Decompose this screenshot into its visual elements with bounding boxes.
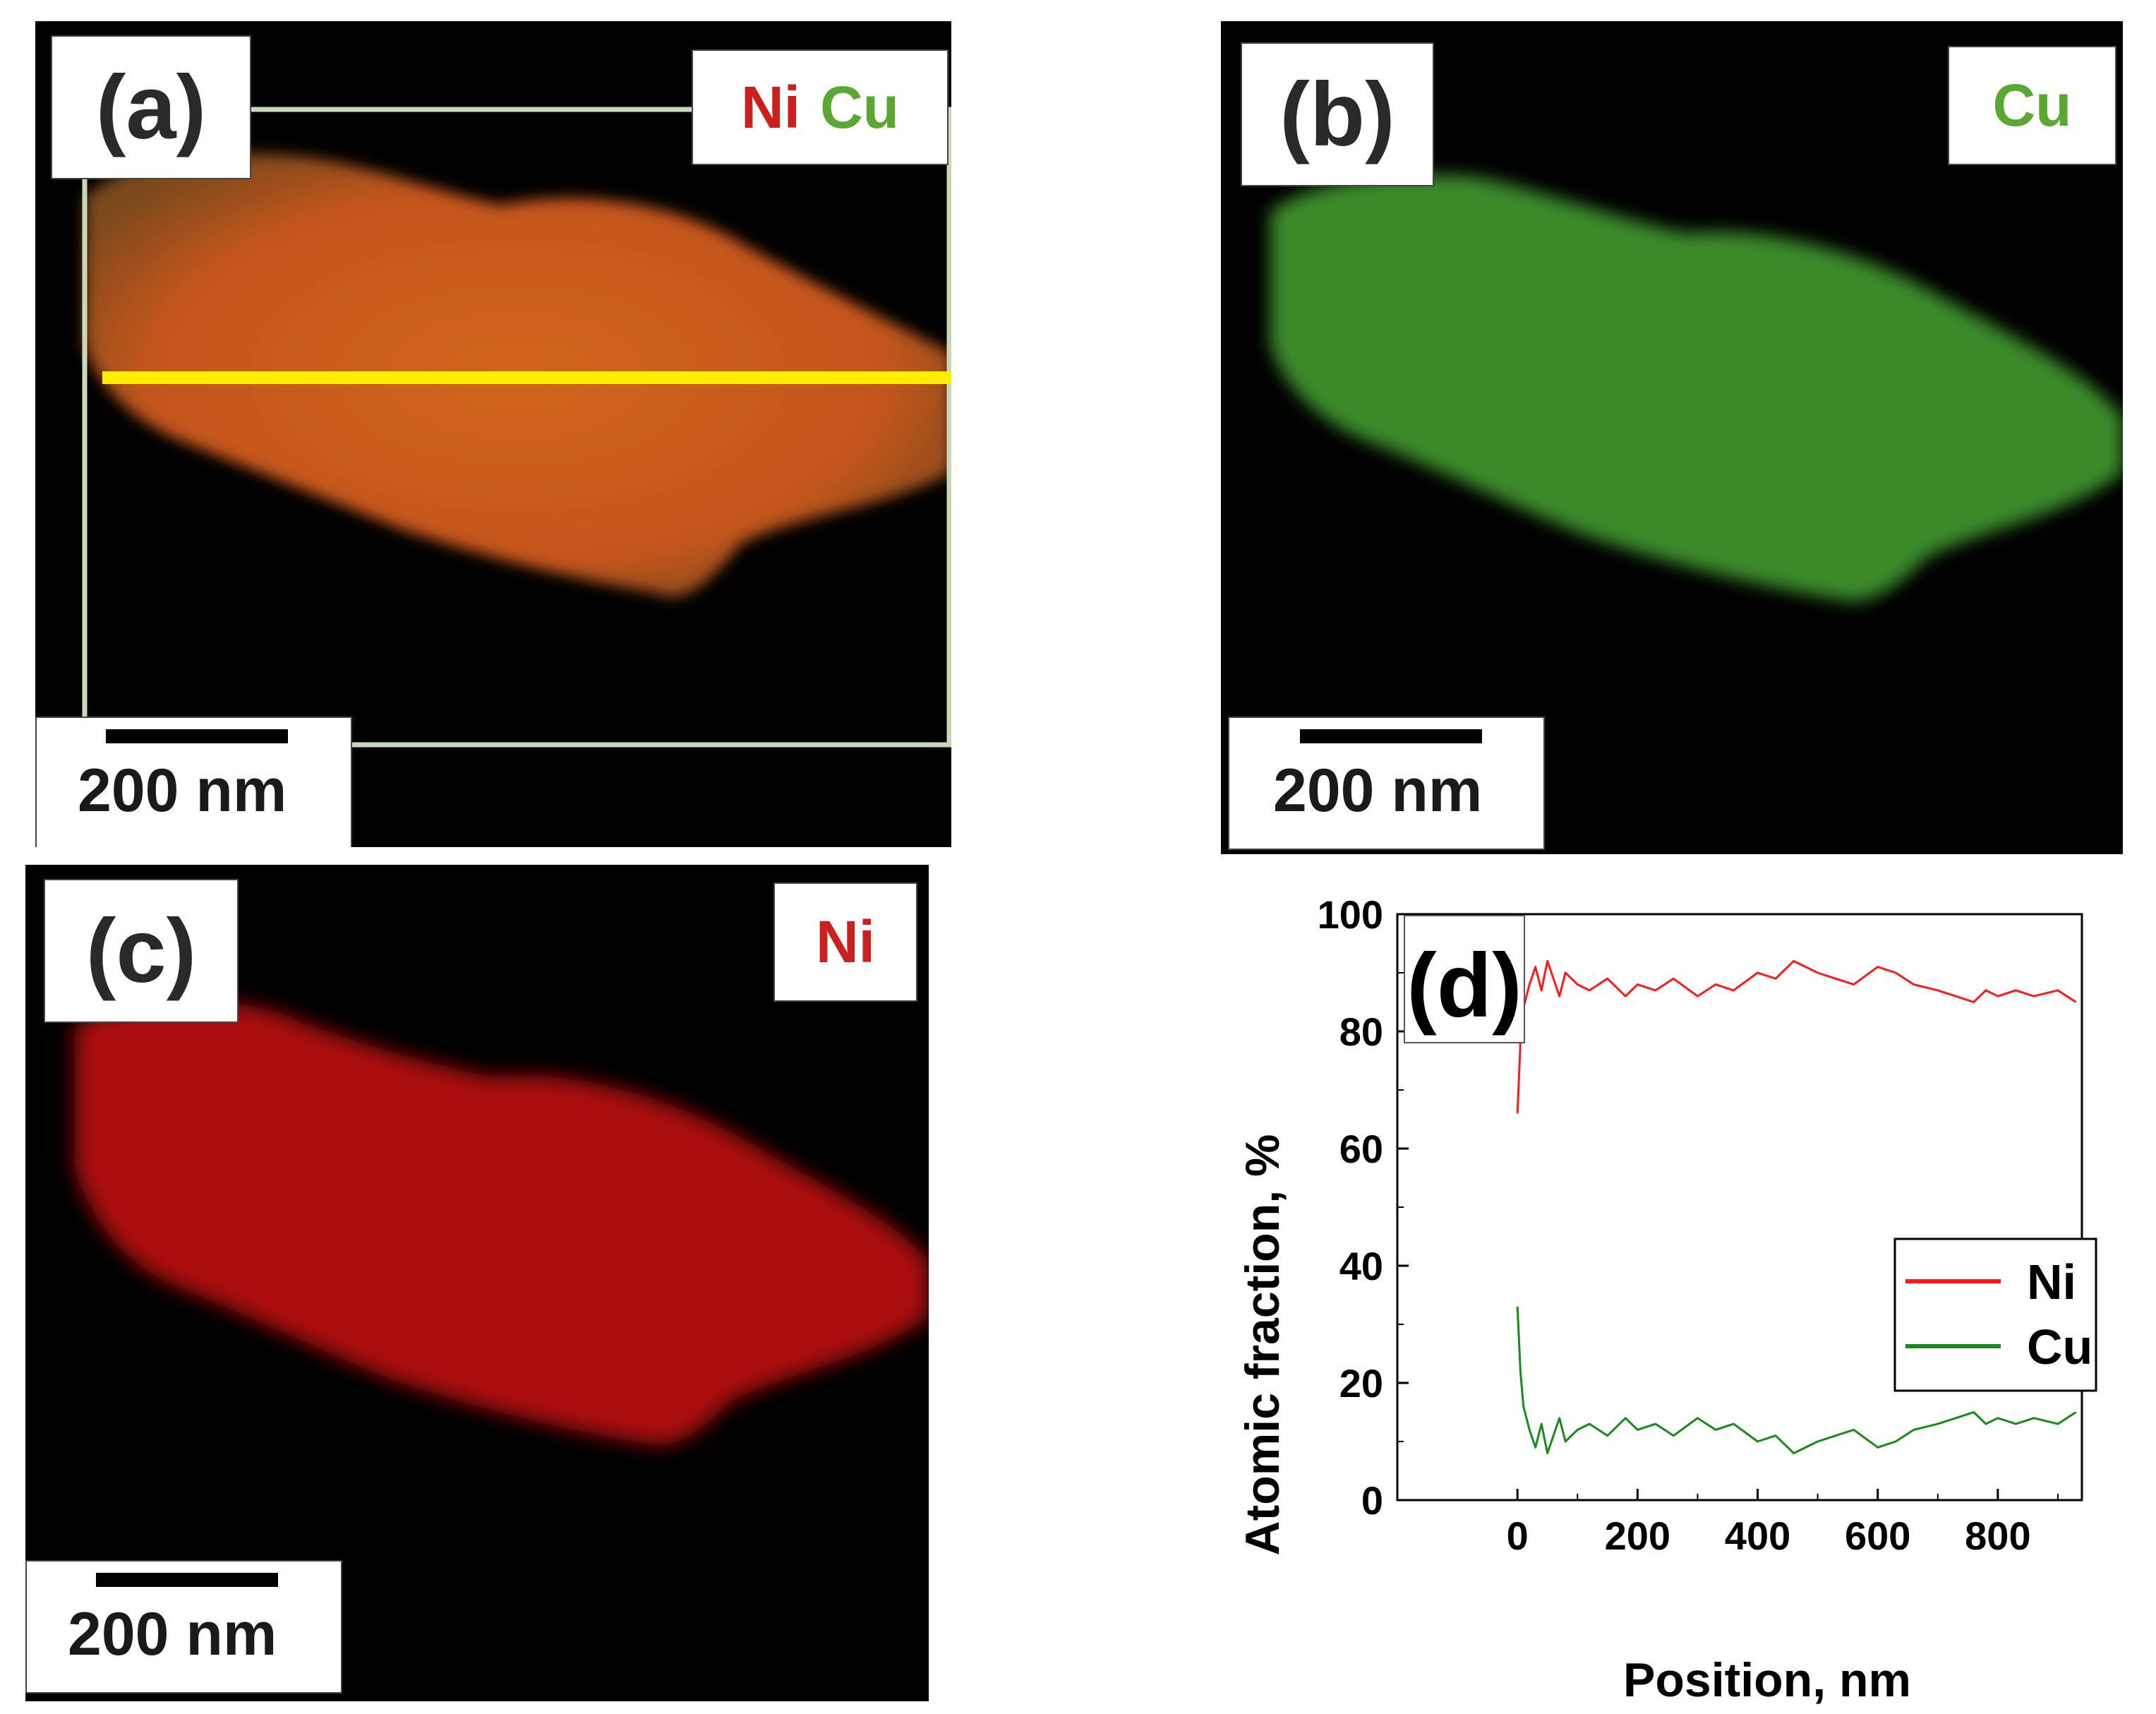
panel-a-element-legend: Ni Cu (692, 49, 948, 165)
panel-a-map: (a) Ni Cu 200 nm (35, 21, 951, 847)
x-axis-label: Position, nm (1623, 1653, 1911, 1707)
y-tick-label: 80 (1339, 1009, 1383, 1054)
panel-d-label: (d) (1407, 935, 1522, 1036)
panel-c-scale-bar (96, 1573, 278, 1587)
y-tick-label: 100 (1318, 892, 1383, 937)
axis-ticks: 0 20 40 60 80 100 0 200 400 600 800 (1318, 892, 2059, 1558)
y-tick-label: 60 (1339, 1127, 1383, 1171)
cu-element-label: Cu (820, 73, 899, 140)
panel-d-label-box (1404, 915, 1525, 1043)
panel-b-label-text: (b) (1279, 64, 1395, 165)
panel-a-scale-label: 200 nm (78, 757, 287, 825)
panel-c-scale-label: 200 nm (68, 1600, 277, 1668)
x-tick-label: 200 (1605, 1514, 1670, 1558)
ni-element-label: Ni (741, 73, 800, 140)
series-line-cu (1516, 1307, 2077, 1455)
panel-c-particle (75, 1000, 929, 1445)
particle-shape (1270, 174, 2123, 601)
panel-b-scale-bar (1300, 729, 1482, 743)
y-tick-label: 40 (1339, 1244, 1383, 1288)
y-tick-label: 0 (1361, 1478, 1383, 1523)
particle-shape (75, 1000, 929, 1445)
x-tick-label: 400 (1725, 1514, 1790, 1558)
panel-b-scale-label: 200 nm (1273, 757, 1483, 825)
mapping-frame (82, 107, 951, 748)
panel-c-map: (c) Ni 200 nm (25, 865, 929, 1701)
x-tick-label: 800 (1965, 1514, 2030, 1558)
x-tick-label: 600 (1845, 1514, 1910, 1558)
y-axis-label: Atomic fraction, % (1236, 1134, 1289, 1556)
legend: Ni Cu (1893, 1237, 2097, 1392)
panel-c-label-text: (c) (85, 900, 197, 1002)
panel-c-element-legend: Ni (773, 882, 917, 1002)
panel-d-chart: 0 20 40 60 80 100 0 200 400 600 800 Atomic fractio… (1236, 892, 2097, 1707)
panel-b-label: (b) (1241, 42, 1434, 186)
series-line-ni (1516, 959, 2077, 1114)
data-lines (1516, 959, 2077, 1455)
panel-c-scale-box: 200 nm (25, 1560, 342, 1694)
panel-b-map: (b) Cu 200 nm (1221, 21, 2123, 854)
ni-element-label: Ni (816, 909, 875, 975)
legend-cu-label: Cu (2027, 1319, 2092, 1374)
panel-a-label-text: (a) (95, 56, 207, 158)
legend-ni-label: Ni (2027, 1254, 2076, 1310)
panel-a-scale-bar (106, 729, 288, 743)
y-tick-label: 20 (1339, 1361, 1383, 1406)
panel-b-element-legend: Cu (1948, 46, 2116, 165)
x-tick-label: 0 (1507, 1514, 1529, 1558)
panel-b-particle (1270, 174, 2123, 601)
panel-a-scale-box: 200 nm (35, 717, 352, 847)
legend-box (1893, 1237, 2097, 1392)
panel-a-label: (a) (51, 35, 251, 179)
line-scan-marker (102, 371, 951, 384)
panel-a-particle (82, 107, 951, 748)
cu-element-label: Cu (1992, 72, 2072, 138)
panel-c-label: (c) (44, 879, 239, 1023)
panel-b-scale-box: 200 nm (1228, 717, 1545, 850)
